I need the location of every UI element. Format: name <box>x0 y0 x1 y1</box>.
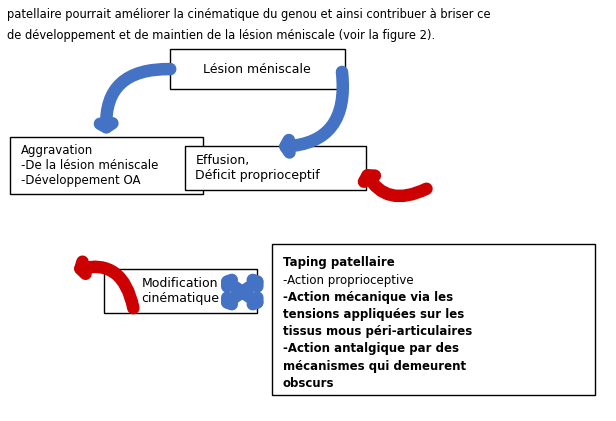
Text: Effusion,
Déficit proprioceptif: Effusion, Déficit proprioceptif <box>195 154 320 181</box>
Text: tensions appliquées sur les: tensions appliquées sur les <box>283 308 464 321</box>
Text: mécanismes qui demeurent: mécanismes qui demeurent <box>283 360 466 373</box>
Text: Modification
cinématique: Modification cinématique <box>142 277 219 305</box>
Text: Lésion méniscale: Lésion méniscale <box>203 63 311 76</box>
Text: patellaire pourrait améliorer la cinématique du genou et ainsi contribuer à bris: patellaire pourrait améliorer la cinémat… <box>7 8 491 21</box>
FancyBboxPatch shape <box>170 50 345 89</box>
FancyBboxPatch shape <box>103 269 257 313</box>
FancyBboxPatch shape <box>272 244 594 394</box>
Text: Taping patellaire: Taping patellaire <box>283 256 394 269</box>
FancyBboxPatch shape <box>185 146 366 189</box>
Text: -Action proprioceptive: -Action proprioceptive <box>283 274 413 287</box>
Text: -Action antalgique par des: -Action antalgique par des <box>283 343 459 355</box>
FancyBboxPatch shape <box>10 137 203 194</box>
Text: -Action mécanique via les: -Action mécanique via les <box>283 291 453 304</box>
Text: tissus mous péri-articulaires: tissus mous péri-articulaires <box>283 325 472 338</box>
Text: Aggravation
-De la lésion méniscale
-Développement OA: Aggravation -De la lésion méniscale -Dév… <box>21 144 158 187</box>
Text: de développement et de maintien de la lésion méniscale (voir la figure 2).: de développement et de maintien de la lé… <box>7 29 436 42</box>
Text: obscurs: obscurs <box>283 377 334 390</box>
